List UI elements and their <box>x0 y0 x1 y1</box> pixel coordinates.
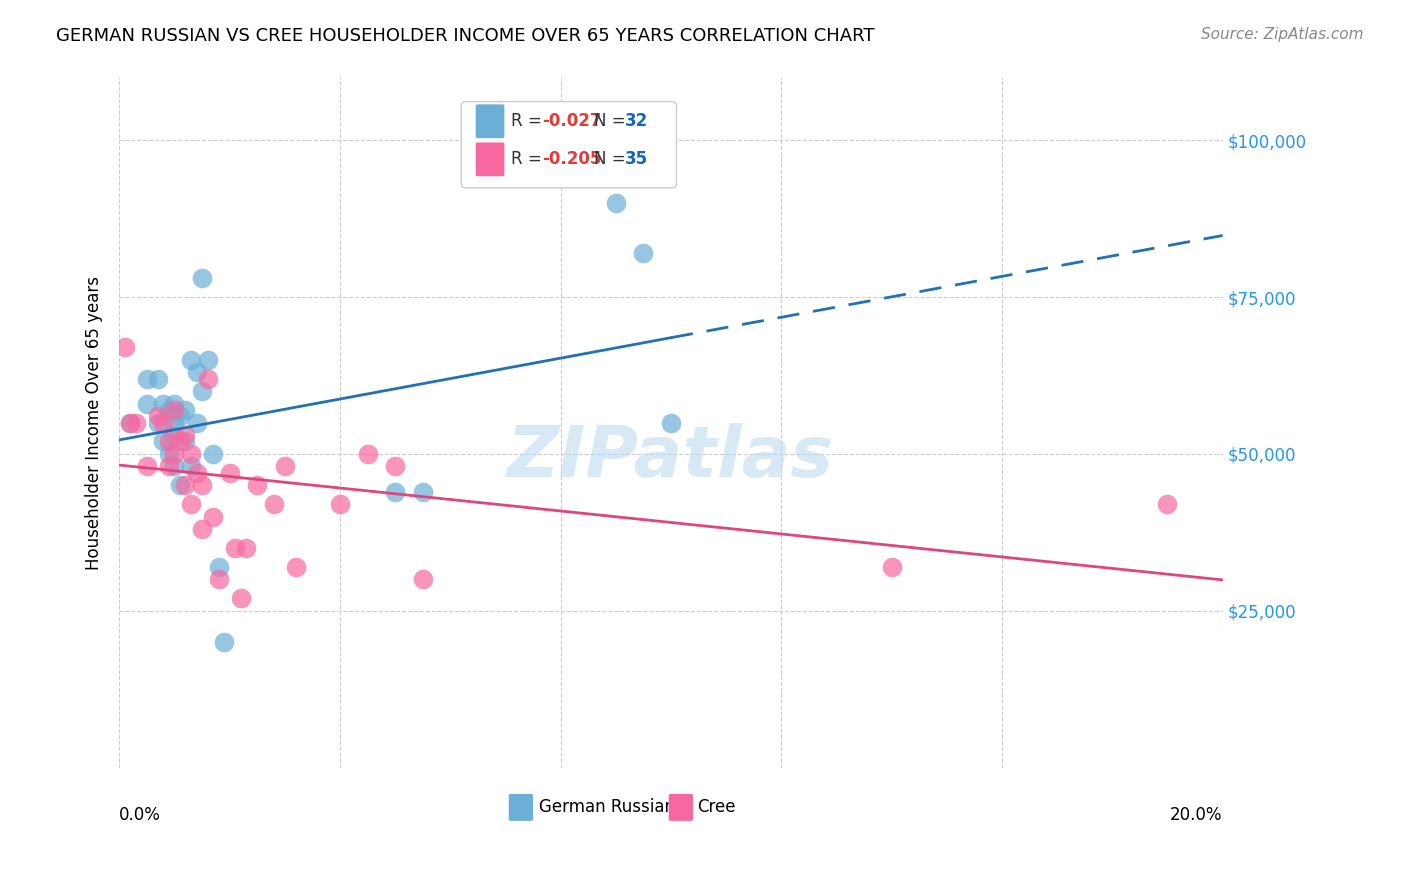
Point <box>229 591 252 606</box>
Point <box>207 560 229 574</box>
FancyBboxPatch shape <box>669 794 693 821</box>
Text: 32: 32 <box>624 112 648 130</box>
Point <box>329 497 352 511</box>
Point <box>274 459 297 474</box>
Point <box>146 409 169 424</box>
FancyBboxPatch shape <box>461 102 676 188</box>
Text: 20.0%: 20.0% <box>1170 805 1223 823</box>
Point <box>157 459 180 474</box>
Point <box>174 403 197 417</box>
Point <box>202 447 225 461</box>
Text: -0.205: -0.205 <box>541 151 602 169</box>
Point <box>152 397 174 411</box>
Point <box>157 434 180 449</box>
Point <box>880 560 903 574</box>
Text: Cree: Cree <box>697 798 735 816</box>
Point <box>157 447 180 461</box>
Text: German Russians: German Russians <box>538 798 683 816</box>
Text: R =: R = <box>510 112 547 130</box>
Point <box>163 403 186 417</box>
Point <box>174 478 197 492</box>
Point <box>659 416 682 430</box>
Point <box>152 416 174 430</box>
FancyBboxPatch shape <box>509 794 533 821</box>
Text: N =: N = <box>593 151 631 169</box>
Point <box>384 459 406 474</box>
Point <box>246 478 269 492</box>
Point <box>633 246 655 260</box>
FancyBboxPatch shape <box>475 143 505 177</box>
Point <box>197 371 219 385</box>
Point <box>163 416 186 430</box>
Point <box>152 434 174 449</box>
Text: 0.0%: 0.0% <box>120 805 162 823</box>
Point <box>120 416 142 430</box>
Text: 35: 35 <box>624 151 648 169</box>
Point <box>180 447 202 461</box>
Point <box>1156 497 1178 511</box>
Point <box>191 478 214 492</box>
Point <box>212 635 235 649</box>
Text: Source: ZipAtlas.com: Source: ZipAtlas.com <box>1201 27 1364 42</box>
Point <box>169 409 191 424</box>
Point <box>191 384 214 399</box>
Point <box>163 447 186 461</box>
Point <box>605 196 627 211</box>
Point <box>186 365 208 379</box>
Point <box>207 573 229 587</box>
Text: N =: N = <box>593 112 631 130</box>
Point <box>146 371 169 385</box>
Point <box>284 560 307 574</box>
Point <box>146 416 169 430</box>
Point <box>163 397 186 411</box>
Point <box>412 484 434 499</box>
Point <box>412 573 434 587</box>
Point <box>120 416 142 430</box>
Point <box>174 428 197 442</box>
Point <box>135 397 157 411</box>
Y-axis label: Householder Income Over 65 years: Householder Income Over 65 years <box>86 276 103 570</box>
Text: -0.027: -0.027 <box>541 112 602 130</box>
Point <box>169 478 191 492</box>
Point <box>180 459 202 474</box>
Point <box>135 371 157 385</box>
Point <box>197 352 219 367</box>
Point <box>114 340 136 354</box>
Point <box>186 466 208 480</box>
Point <box>202 509 225 524</box>
Point <box>191 271 214 285</box>
FancyBboxPatch shape <box>475 104 505 138</box>
Text: GERMAN RUSSIAN VS CREE HOUSEHOLDER INCOME OVER 65 YEARS CORRELATION CHART: GERMAN RUSSIAN VS CREE HOUSEHOLDER INCOM… <box>56 27 875 45</box>
Point <box>163 428 186 442</box>
Point <box>163 459 186 474</box>
Point <box>180 352 202 367</box>
Point <box>135 459 157 474</box>
Point <box>174 434 197 449</box>
Point <box>125 416 148 430</box>
Point <box>235 541 257 555</box>
Point <box>218 466 240 480</box>
Point <box>157 403 180 417</box>
Text: R =: R = <box>510 151 547 169</box>
Point <box>224 541 246 555</box>
Text: ZIPatlas: ZIPatlas <box>508 423 835 491</box>
Point <box>169 434 191 449</box>
Point <box>356 447 378 461</box>
Point <box>191 522 214 536</box>
Point <box>384 484 406 499</box>
Point <box>263 497 285 511</box>
Point <box>180 497 202 511</box>
Point <box>186 416 208 430</box>
